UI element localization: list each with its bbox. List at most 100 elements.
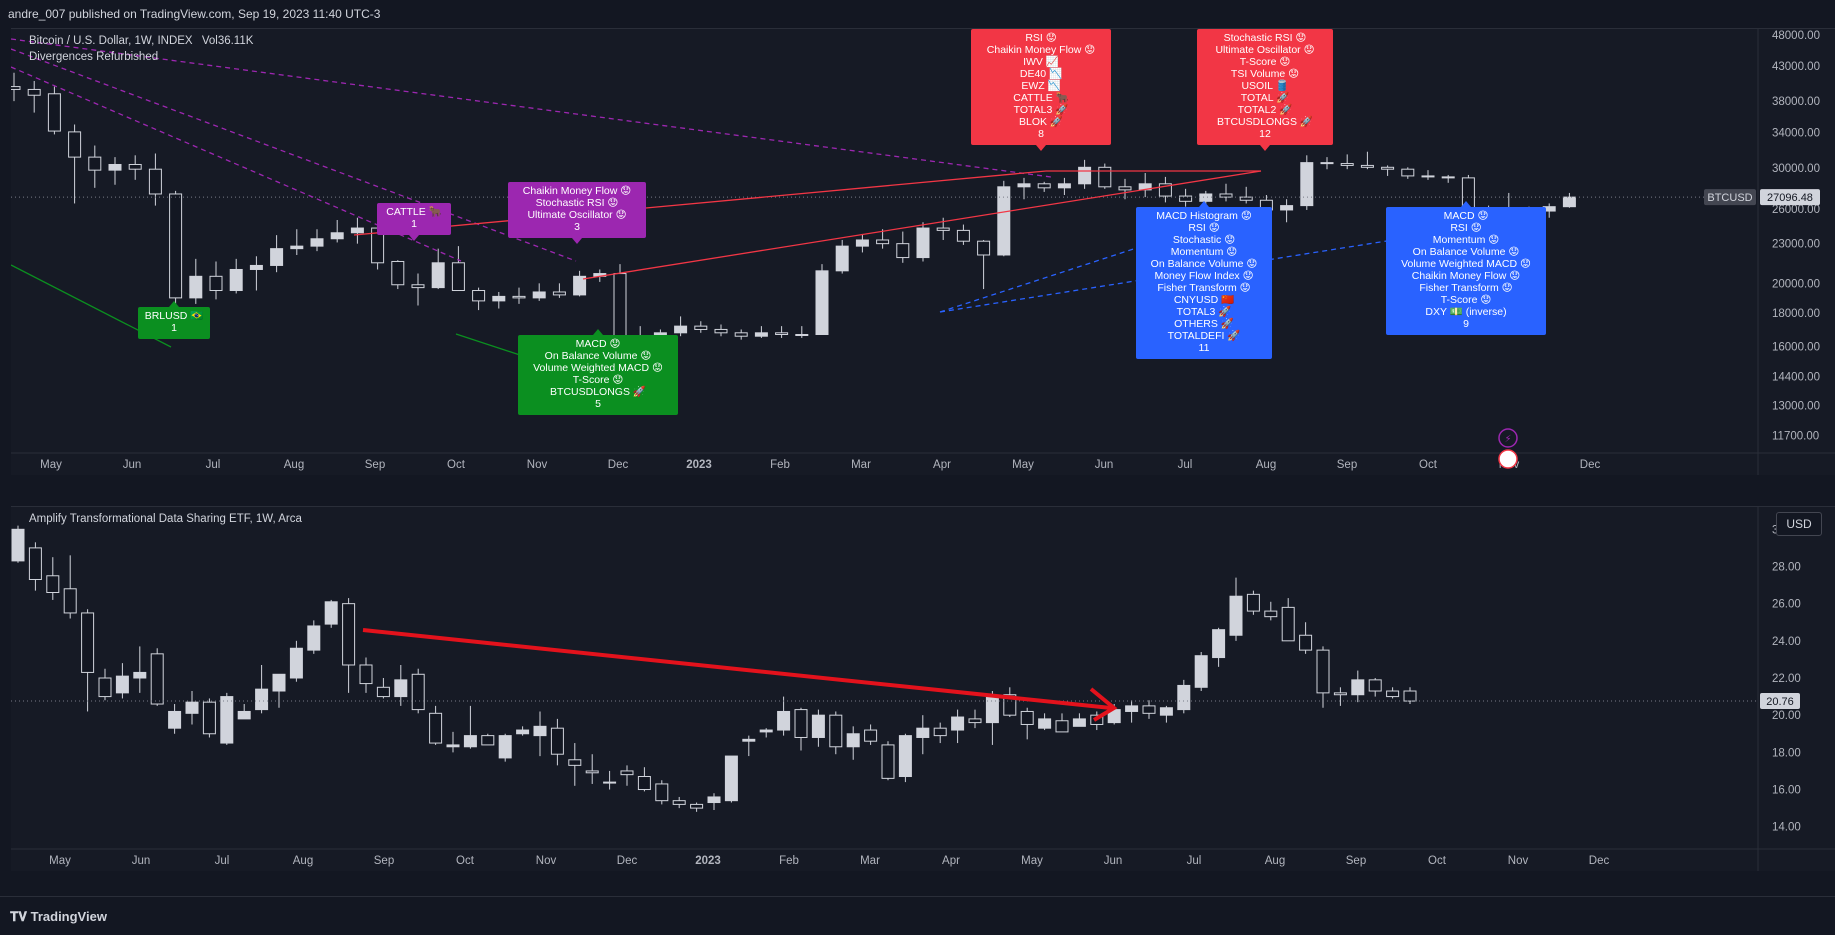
bear-candle-body <box>28 547 42 580</box>
candle <box>330 219 344 243</box>
candle <box>289 640 303 682</box>
bull-candle-body <box>1017 183 1031 188</box>
bull-candle-body <box>1562 196 1576 208</box>
bear-candle-body <box>1401 168 1415 177</box>
btc-chart-pane[interactable]: 48000.00 43000.00 38000.00 34000.00 30000.00… <box>7 28 1835 475</box>
signal-label-text: 1 <box>171 322 177 334</box>
time-tick-label: Jul <box>1187 855 1202 867</box>
candle <box>108 157 122 185</box>
candle <box>255 664 269 714</box>
bull-candle-body <box>310 238 324 247</box>
candle <box>815 264 829 336</box>
bear-candle-body <box>694 325 708 330</box>
candle <box>1003 687 1017 718</box>
bear-candle-body <box>550 727 564 755</box>
candle <box>189 258 203 304</box>
candle <box>324 599 338 628</box>
candle <box>481 733 495 746</box>
bear-candle-body <box>568 759 582 766</box>
candle <box>7 72 21 102</box>
bull-candle-body <box>394 679 408 698</box>
candle <box>637 767 651 792</box>
candle <box>1212 627 1226 667</box>
candle <box>916 715 930 755</box>
bear-candle-body <box>829 714 843 748</box>
candle <box>1017 177 1031 200</box>
bear-candle-body <box>46 575 60 593</box>
dapp-chart-pane[interactable]: 30.0028.0026.0024.0022.0020.0018.0016.00… <box>11 506 1835 871</box>
candle <box>391 260 405 290</box>
currency-button[interactable]: USD <box>1776 512 1822 536</box>
bull-candle-body <box>272 673 286 692</box>
candle <box>150 648 164 706</box>
signal-label-text: BTCUSDLONGS 🚀 <box>550 385 646 398</box>
price-tick-label: 18000.00 <box>1772 308 1820 320</box>
candle <box>446 731 460 753</box>
bear-candle-body <box>1219 193 1233 198</box>
time-tick-label: Feb <box>779 855 799 867</box>
bear-candle-body <box>1118 186 1132 191</box>
us-flag-icon <box>1498 449 1518 469</box>
candle <box>63 555 77 619</box>
bear-candle-body <box>1264 610 1278 618</box>
candle <box>754 326 768 338</box>
bull-candle-body <box>811 714 825 738</box>
candle <box>359 657 373 693</box>
candle <box>148 153 162 206</box>
signal-label-text: T-Score 😟 <box>1240 56 1291 68</box>
brand-name: TradingView <box>30 909 107 924</box>
candle <box>674 316 688 337</box>
bull-candle-body <box>1038 718 1052 729</box>
signal-label-text: On Balance Volume 😟 <box>545 350 652 362</box>
bear-candle-body <box>864 729 878 742</box>
purple-signal-label: CATTLE 🐂1 <box>377 203 451 241</box>
candle <box>1299 622 1313 654</box>
candle <box>1246 590 1260 615</box>
red-arrow-head <box>1089 687 1118 722</box>
candle <box>1159 705 1173 723</box>
candle <box>1037 181 1051 192</box>
bull-candle-body <box>674 325 688 334</box>
candle <box>128 155 142 180</box>
candle <box>532 283 546 301</box>
time-tick-label: Dec <box>1589 855 1610 867</box>
indicator-legend: Divergences Refurbished <box>29 51 159 63</box>
candle <box>411 668 425 714</box>
candle <box>533 711 547 757</box>
bull-candle-body <box>916 227 930 259</box>
candle <box>1020 707 1034 740</box>
signal-label-text: TOTAL3 🚀 <box>1014 103 1069 116</box>
candle <box>202 698 216 738</box>
bear-candle-body <box>63 588 77 614</box>
candle <box>896 231 910 263</box>
ticker-tag-bg <box>1704 189 1756 206</box>
candle <box>933 722 947 744</box>
candle <box>463 705 477 749</box>
signal-label-box <box>1136 207 1272 359</box>
bear-candle-body <box>936 227 950 231</box>
signal-label-text: 5 <box>595 398 601 410</box>
bull-candle-body <box>1177 684 1191 711</box>
signal-label-text: Volume Weighted MACD 😟 <box>1401 258 1531 270</box>
bear-candle-body <box>1098 166 1112 188</box>
etf-chart-svg[interactable]: 30.0028.0026.0024.0022.0020.0018.0016.00… <box>11 507 1835 871</box>
bull-candle-body <box>724 755 738 802</box>
bull-candle-body <box>1351 679 1365 696</box>
candle <box>429 705 443 745</box>
candle <box>249 256 263 291</box>
bear-candle-body <box>481 735 495 746</box>
bull-candle-body <box>1159 707 1173 716</box>
btc-chart-svg[interactable]: 48000.00 43000.00 38000.00 34000.00 30000.00… <box>7 29 1835 475</box>
candle <box>169 190 183 320</box>
bull-candle-body <box>533 725 547 737</box>
bear-candle-body <box>1403 690 1417 702</box>
candle <box>1368 678 1382 697</box>
time-tick-label: May <box>1021 855 1043 867</box>
signal-label-text: EWZ 📉 <box>1021 79 1060 92</box>
candle <box>777 696 791 736</box>
price-tick-label: 14.00 <box>1772 822 1801 834</box>
bear-candle-body <box>620 770 634 776</box>
signal-label-text: BTCUSDLONGS 🚀 <box>1217 115 1313 128</box>
time-tick-label: Nov <box>527 459 548 471</box>
bull-candle-body <box>446 744 460 748</box>
